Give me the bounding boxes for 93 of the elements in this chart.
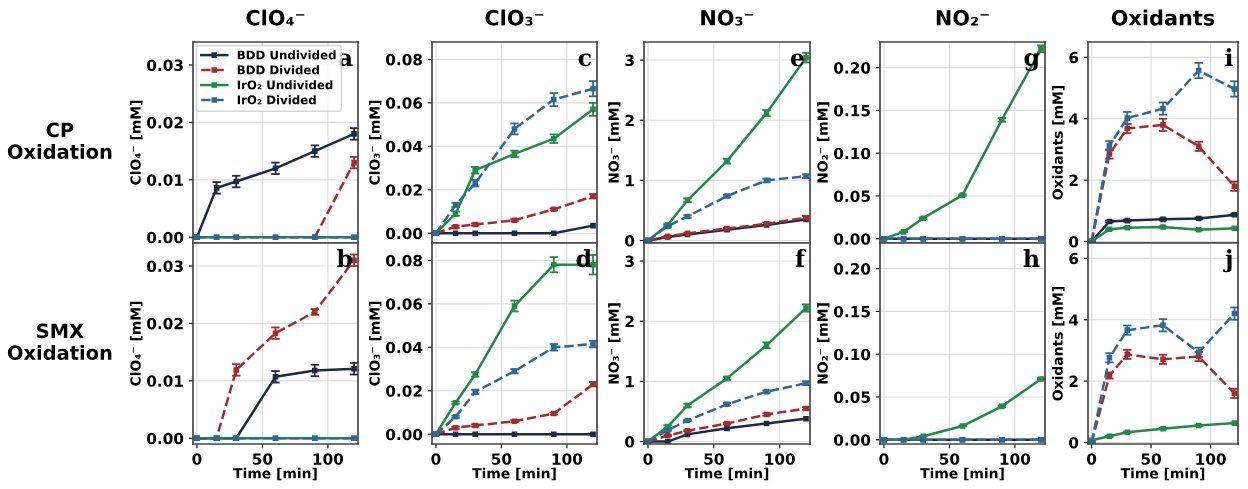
x-axis-title: Time [min]: [1120, 467, 1205, 481]
y-axis-title: ClO₃⁻ [mM]: [369, 100, 382, 185]
x-axis-title: Time [min]: [472, 467, 556, 481]
chart-title: NO₂⁻: [936, 9, 989, 26]
y-tick-label: 1: [626, 175, 634, 187]
y-tick-label: 0.00: [147, 432, 184, 445]
legend-label: IrO₂ Divided: [237, 95, 316, 105]
y-tick-label: 0.03: [147, 59, 183, 71]
y-tick-label: 0: [1069, 235, 1079, 248]
y-tick-label: 0.15: [834, 305, 870, 318]
y-tick-label: 0.15: [834, 104, 870, 117]
y-tick-label: 0.05: [834, 391, 870, 403]
y-tick-label: 0.06: [386, 97, 423, 109]
x-tick-label: 0: [879, 453, 889, 465]
y-tick-label: 0.10: [834, 348, 871, 361]
annotation: i: [1225, 48, 1233, 66]
y-tick-label: 3: [625, 54, 634, 67]
x-tick-label: 100: [313, 453, 344, 465]
y-tick-label: 4: [1069, 314, 1079, 326]
y-axis-title: ClO₃⁻ [mM]: [369, 301, 382, 386]
annotation: b: [337, 249, 353, 268]
annotation: j: [1223, 249, 1232, 273]
y-tick-label: 0.00: [834, 434, 871, 446]
x-tick-label: 50: [1141, 453, 1161, 465]
y-tick-label: 0.20: [834, 62, 871, 74]
y-tick-label: 0.10: [834, 147, 871, 160]
y-tick-label: 0.06: [386, 298, 423, 310]
y-tick-label: 4: [1069, 113, 1079, 125]
x-tick-label: 0: [1086, 453, 1097, 465]
y-tick-label: 1: [626, 376, 634, 388]
y-tick-label: 2: [1069, 375, 1078, 387]
y-axis-title: Oxidants [mM]: [1052, 286, 1065, 401]
x-axis-title: Time [min]: [920, 467, 1004, 481]
x-tick-label: 100: [1196, 453, 1226, 465]
legend-label: BDD Undivided: [237, 50, 336, 60]
y-tick-label: 2: [1069, 174, 1078, 186]
annotation: a: [338, 53, 353, 67]
x-tick-label: 50: [939, 453, 960, 465]
y-tick-label: 0.02: [386, 184, 422, 196]
x-tick-label: 100: [1000, 453, 1031, 465]
y-axis-title: Oxidants [mM]: [1052, 85, 1065, 200]
legend-label: IrO₂ Undivided: [237, 80, 333, 90]
chart-title: NO₃⁻: [701, 9, 754, 26]
x-axis-title: Time [min]: [684, 467, 769, 481]
x-tick-label: 0: [192, 453, 202, 465]
y-tick-label: 0.01: [147, 375, 183, 387]
x-tick-label: 50: [491, 453, 512, 465]
x-tick-label: 100: [552, 453, 583, 465]
y-tick-label: 3: [625, 255, 634, 268]
text: SMX Oxidation: [7, 323, 112, 361]
y-axis-title: NO₃⁻ [mM]: [608, 303, 621, 384]
y-tick-label: 0.00: [147, 231, 184, 244]
y-tick-label: 0.01: [147, 174, 183, 186]
legend-label: BDD Divided: [237, 65, 319, 75]
y-tick-label: 6: [1069, 252, 1079, 265]
y-tick-label: 0.02: [147, 116, 183, 129]
y-axis-title: NO₂⁻ [mM]: [817, 102, 830, 183]
annotation: h: [1023, 249, 1040, 267]
annotation: f: [795, 249, 807, 267]
y-tick-label: 0.02: [147, 317, 183, 330]
chart-title: ClO₄⁻: [246, 9, 305, 26]
y-tick-label: 0.05: [834, 190, 870, 202]
x-tick-label: 50: [704, 453, 724, 465]
annotation: d: [576, 249, 592, 268]
x-tick-label: 0: [643, 453, 653, 465]
y-tick-label: 0.00: [386, 227, 423, 240]
y-axis-title: NO₂⁻ [mM]: [817, 303, 830, 384]
text: CP Oxidation: [7, 122, 112, 160]
annotation: c: [578, 53, 591, 67]
x-tick-label: 0: [431, 453, 441, 465]
y-tick-label: 0.04: [386, 140, 423, 153]
y-axis-title: ClO₄⁻ [mM]: [130, 301, 143, 386]
y-tick-label: 0.00: [834, 233, 871, 245]
y-tick-label: 2: [625, 114, 634, 127]
y-tick-label: 0.00: [386, 428, 423, 441]
y-tick-label: 2: [625, 315, 634, 328]
x-tick-label: 100: [765, 453, 795, 465]
x-axis-title: Time [min]: [233, 467, 317, 481]
y-tick-label: 0.03: [147, 260, 183, 272]
y-tick-label: 0.08: [386, 53, 423, 66]
chart-title: ClO₃⁻: [485, 9, 544, 26]
chart-title: Oxidants: [1111, 9, 1215, 26]
y-tick-label: 0: [625, 235, 635, 247]
y-tick-label: 0.04: [386, 341, 423, 354]
y-tick-label: 0: [1069, 436, 1079, 449]
y-tick-label: 0: [625, 436, 635, 448]
y-axis-title: NO₃⁻ [mM]: [608, 102, 621, 183]
y-tick-label: 0.08: [386, 254, 423, 267]
y-tick-label: 0.02: [386, 385, 422, 397]
y-tick-label: 6: [1069, 51, 1079, 64]
y-tick-label: 0.20: [834, 263, 871, 275]
x-tick-label: 50: [252, 453, 273, 465]
y-axis-title: ClO₄⁻ [mM]: [130, 100, 143, 185]
